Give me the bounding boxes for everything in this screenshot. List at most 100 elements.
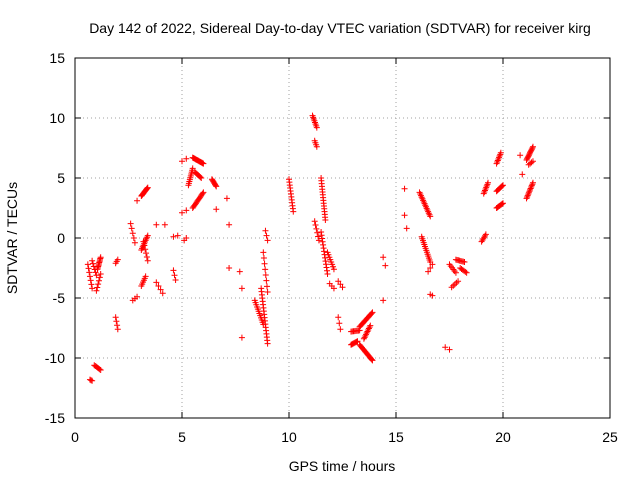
data-point	[92, 269, 99, 276]
data-point	[523, 195, 530, 202]
data-point	[527, 186, 534, 193]
data-point	[97, 254, 104, 261]
data-point	[335, 314, 342, 321]
data-point	[183, 155, 190, 162]
data-point	[263, 283, 270, 290]
x-tick-label: 5	[178, 429, 186, 445]
data-point	[315, 233, 322, 240]
data-point	[529, 158, 536, 165]
data-point	[365, 325, 372, 332]
data-point	[97, 367, 104, 373]
data-point	[113, 318, 120, 325]
data-point	[524, 192, 531, 199]
data-point	[364, 328, 371, 335]
data-point	[429, 261, 436, 268]
data-point	[354, 338, 361, 345]
data-point	[140, 238, 147, 245]
data-point	[528, 182, 535, 189]
data-point	[213, 183, 220, 190]
x-axis-label: GPS time / hours	[289, 458, 396, 474]
data-point	[529, 145, 536, 151]
data-point	[382, 262, 389, 269]
y-tick-label: 0	[57, 230, 65, 246]
data-point	[313, 143, 320, 150]
data-point	[528, 159, 535, 166]
x-tick-label: 0	[71, 429, 79, 445]
data-point	[199, 190, 206, 197]
data-point	[171, 272, 178, 279]
data-point	[84, 261, 91, 268]
data-point	[313, 225, 320, 232]
x-tick-label: 15	[388, 429, 404, 445]
data-points	[84, 112, 536, 384]
data-point	[455, 278, 462, 285]
data-point	[264, 237, 271, 244]
y-tick-labels: -15 -10 -5 0 5 10 15	[45, 50, 65, 426]
data-point	[85, 265, 92, 272]
data-point	[226, 265, 233, 271]
data-point	[500, 182, 506, 189]
data-point	[161, 221, 168, 228]
axis-ticks	[74, 57, 611, 419]
data-point	[170, 267, 177, 274]
data-point	[86, 269, 93, 276]
data-point	[153, 279, 160, 286]
data-point	[462, 268, 469, 275]
data-point	[200, 160, 207, 167]
data-point	[369, 357, 376, 364]
data-point	[311, 218, 318, 225]
data-point	[114, 326, 121, 333]
data-point	[369, 309, 376, 316]
data-point	[93, 287, 100, 294]
data-point	[153, 221, 160, 228]
y-tick-label: 5	[57, 170, 65, 186]
data-point	[89, 260, 96, 267]
data-point	[425, 268, 432, 275]
y-tick-label: -15	[45, 410, 65, 426]
data-point	[262, 266, 269, 273]
data-point	[189, 165, 196, 172]
data-point	[263, 277, 270, 284]
data-point	[157, 286, 164, 293]
data-point	[519, 171, 526, 178]
data-point	[114, 322, 121, 329]
data-point	[363, 329, 370, 336]
data-point	[183, 207, 190, 214]
data-point	[128, 225, 135, 232]
data-point	[143, 253, 150, 260]
data-point	[517, 152, 524, 159]
y-tick-label: -10	[45, 350, 65, 366]
data-point	[330, 266, 337, 273]
y-axis-label: SDTVAR / TECUs	[4, 182, 20, 294]
data-point	[213, 206, 220, 213]
data-point	[524, 193, 531, 200]
data-point	[144, 184, 151, 191]
data-point	[368, 356, 375, 363]
data-point	[482, 231, 489, 238]
data-point	[264, 340, 271, 347]
data-point	[93, 272, 100, 279]
data-point	[114, 256, 121, 263]
data-point	[452, 269, 459, 276]
data-point	[264, 289, 271, 295]
y-tick-label: 10	[49, 110, 65, 126]
data-point	[485, 179, 492, 186]
data-point	[159, 290, 166, 297]
data-point	[236, 268, 243, 275]
data-point	[226, 221, 233, 228]
x-tick-label: 10	[281, 429, 297, 445]
data-point	[96, 366, 103, 373]
data-point	[89, 285, 96, 292]
data-point	[314, 229, 321, 236]
data-point	[97, 271, 104, 277]
data-point	[367, 322, 374, 329]
data-point	[130, 235, 137, 241]
data-point	[88, 377, 95, 384]
data-point	[200, 189, 207, 196]
data-point	[112, 314, 119, 321]
data-point	[442, 344, 449, 351]
y-tick-label: 15	[49, 50, 65, 66]
data-point	[260, 255, 267, 262]
data-point	[360, 335, 367, 342]
data-point	[87, 277, 94, 284]
